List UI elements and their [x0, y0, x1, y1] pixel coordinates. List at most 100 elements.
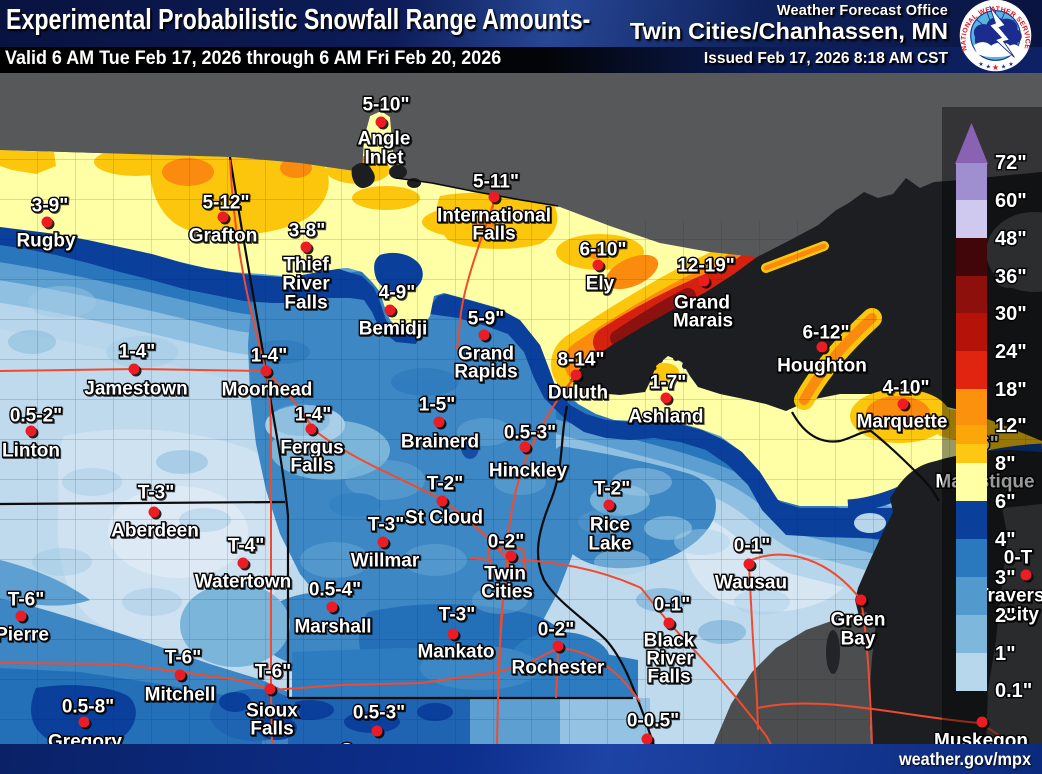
svg-text:0-2": 0-2" — [488, 532, 524, 553]
svg-text:12": 12" — [995, 415, 1027, 437]
svg-text:Rochester: Rochester — [512, 658, 606, 679]
svg-text:T-2": T-2" — [594, 479, 630, 500]
svg-text:Lake: Lake — [588, 534, 631, 555]
svg-text:T-2": T-2" — [427, 474, 463, 495]
svg-text:8": 8" — [995, 453, 1016, 475]
svg-text:Rapids: Rapids — [454, 362, 517, 383]
svg-text:Falls: Falls — [290, 456, 333, 477]
svg-text:48": 48" — [995, 228, 1027, 250]
svg-text:0.1": 0.1" — [995, 680, 1032, 702]
svg-text:★: ★ — [1001, 63, 1006, 70]
svg-text:5-10": 5-10" — [362, 95, 409, 116]
svg-text:Duluth: Duluth — [548, 383, 608, 404]
svg-text:Linton: Linton — [2, 441, 60, 462]
svg-text:0-2": 0-2" — [538, 620, 574, 641]
svg-text:Mitchell: Mitchell — [145, 685, 216, 706]
svg-text:Falls: Falls — [472, 224, 515, 245]
svg-text:Inlet: Inlet — [364, 148, 404, 169]
svg-text:Marshall: Marshall — [294, 617, 371, 638]
svg-text:Mankato: Mankato — [417, 642, 494, 663]
svg-text:Ely: Ely — [586, 274, 615, 295]
svg-text:Falls: Falls — [284, 293, 327, 314]
svg-text:2": 2" — [995, 605, 1016, 627]
svg-text:1-4": 1-4" — [251, 346, 287, 367]
svg-text:Aberdeen: Aberdeen — [111, 521, 199, 542]
svg-text:4-10": 4-10" — [882, 378, 929, 399]
svg-text:T-3": T-3" — [138, 483, 174, 504]
svg-text:6": 6" — [995, 491, 1016, 513]
svg-text:12-19": 12-19" — [677, 256, 735, 277]
svg-text:3-9": 3-9" — [32, 196, 68, 217]
svg-text:Traverse: Traverse — [977, 586, 1042, 607]
svg-text:T-3": T-3" — [439, 605, 475, 626]
svg-text:0.5-4": 0.5-4" — [309, 580, 361, 601]
svg-text:18": 18" — [995, 379, 1027, 401]
svg-text:T-6": T-6" — [255, 662, 291, 683]
svg-text:24": 24" — [995, 341, 1027, 363]
svg-text:River: River — [282, 274, 330, 295]
svg-text:T-4": T-4" — [228, 536, 264, 557]
svg-text:0.5-3": 0.5-3" — [353, 703, 405, 724]
svg-text:Houghton: Houghton — [777, 356, 867, 377]
svg-text:6-10": 6-10" — [579, 240, 626, 261]
svg-text:Grand: Grand — [674, 293, 730, 314]
svg-text:3-8": 3-8" — [289, 221, 325, 242]
svg-text:1-4": 1-4" — [119, 342, 155, 363]
svg-text:Falls: Falls — [647, 667, 690, 688]
svg-text:Marais: Marais — [673, 311, 733, 332]
svg-text:Angle: Angle — [358, 129, 411, 150]
svg-text:River: River — [646, 649, 694, 670]
svg-text:36": 36" — [995, 266, 1027, 288]
svg-text:Rice: Rice — [590, 515, 630, 536]
svg-text:0.5-2": 0.5-2" — [10, 406, 62, 427]
svg-text:International: International — [437, 206, 551, 227]
svg-text:0.5-8": 0.5-8" — [62, 697, 114, 718]
svg-text:72": 72" — [995, 152, 1027, 174]
svg-text:St Cloud: St Cloud — [405, 508, 483, 529]
svg-text:5-11": 5-11" — [473, 172, 519, 193]
svg-text:T-3": T-3" — [368, 515, 404, 536]
svg-text:Pierre: Pierre — [0, 625, 49, 646]
svg-text:0-T: 0-T — [1004, 548, 1033, 569]
svg-text:5-12": 5-12" — [202, 193, 249, 214]
svg-text:Rugby: Rugby — [16, 231, 76, 252]
svg-text:8-14": 8-14" — [557, 350, 604, 371]
svg-text:0.5-3": 0.5-3" — [504, 423, 556, 444]
svg-text:Cities: Cities — [481, 582, 533, 603]
svg-text:Grafton: Grafton — [189, 226, 258, 247]
svg-text:1-5": 1-5" — [419, 395, 455, 416]
svg-text:Fergus: Fergus — [280, 438, 343, 459]
svg-text:1": 1" — [995, 643, 1016, 665]
svg-text:6-12": 6-12" — [802, 323, 849, 344]
svg-text:Watertown: Watertown — [195, 572, 291, 593]
svg-text:Moorhead: Moorhead — [222, 380, 313, 401]
svg-text:★: ★ — [992, 63, 999, 72]
svg-text:Black: Black — [644, 631, 695, 652]
svg-text:Thief: Thief — [283, 255, 329, 276]
svg-text:Sioux: Sioux — [246, 701, 298, 722]
svg-text:1-7": 1-7" — [650, 373, 686, 394]
svg-text:★: ★ — [978, 61, 983, 68]
svg-text:Willmar: Willmar — [351, 551, 420, 572]
svg-text:★: ★ — [986, 63, 991, 70]
svg-text:0-1": 0-1" — [734, 536, 770, 557]
svg-text:City: City — [1003, 605, 1039, 626]
svg-text:Green: Green — [831, 610, 886, 631]
svg-text:Bemidji: Bemidji — [359, 319, 428, 340]
svg-text:Bay: Bay — [841, 629, 876, 650]
svg-text:Brainerd: Brainerd — [401, 432, 479, 453]
svg-text:3": 3" — [995, 567, 1016, 589]
svg-text:Grand: Grand — [458, 344, 514, 365]
svg-text:4-9": 4-9" — [379, 283, 415, 304]
svg-text:★: ★ — [1008, 61, 1013, 68]
svg-text:Twin: Twin — [484, 564, 526, 585]
svg-text:Falls: Falls — [250, 719, 293, 740]
svg-text:Ashland: Ashland — [629, 407, 704, 428]
svg-text:Jamestown: Jamestown — [84, 379, 187, 400]
svg-text:T-6": T-6" — [165, 648, 201, 669]
svg-text:0-1": 0-1" — [654, 595, 690, 616]
svg-text:4": 4" — [995, 529, 1016, 551]
svg-text:5-9": 5-9" — [468, 309, 504, 330]
svg-text:1-4": 1-4" — [295, 405, 331, 426]
svg-text:0-0.5": 0-0.5" — [627, 711, 679, 732]
